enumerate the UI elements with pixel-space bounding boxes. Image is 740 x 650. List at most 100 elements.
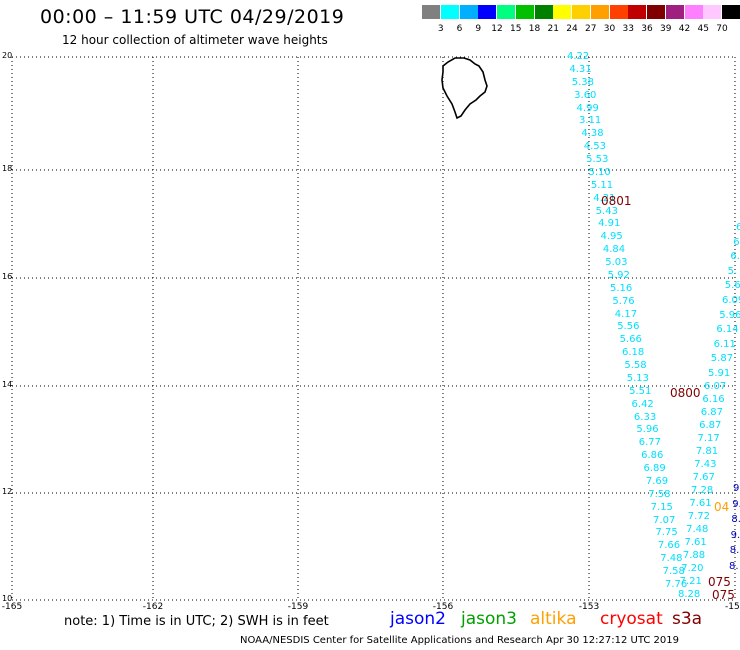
pass-time-marker: 075 [708, 575, 731, 589]
lat-label: 20 [2, 51, 13, 60]
big-island-coastline [441, 57, 488, 120]
legend-swatch [422, 5, 440, 19]
chart-subtitle: 12 hour collection of altimeter wave hei… [62, 33, 328, 47]
legend-tick-label: 6 [456, 24, 463, 34]
wave-height-value: 6. [730, 251, 740, 263]
wave-height-value: 7.17 [697, 433, 720, 444]
legend-swatch [647, 5, 665, 19]
legend-tick-label: 33 [622, 24, 634, 34]
wave-height-value: 7.61 [689, 498, 712, 509]
wave-height-value: 5.87 [710, 353, 734, 365]
pass-time-marker: 075 [712, 588, 735, 602]
wave-height-value: 5.6 [724, 280, 740, 292]
legend-tick-label: 9 [475, 24, 482, 34]
lon-label: -156 [432, 602, 454, 612]
lon-label: -153 [578, 602, 600, 612]
wave-height-value: 6.33 [633, 411, 657, 423]
wave-height-value: 4.84 [602, 244, 626, 256]
legend-swatch [722, 5, 740, 19]
wave-height-value: 7.69 [645, 475, 669, 487]
legend-swatch [590, 5, 609, 19]
legend-swatch [665, 5, 684, 19]
lon-label: -150 [725, 602, 740, 612]
wave-height-value: 5.13 [626, 372, 650, 384]
wave-height-value: 6.11 [713, 338, 736, 350]
legend-tick-label: 3 [437, 24, 444, 34]
legend-swatch [703, 5, 722, 19]
legend-tick-label: 30 [603, 24, 616, 34]
wave-height-value: 5.53 [586, 154, 609, 166]
wave-height-value: 6.87 [700, 407, 724, 418]
wave-height-value: 4.53 [583, 141, 606, 153]
wave-height-value: 5.11 [590, 179, 614, 191]
wave-height-value: 7.48 [686, 524, 709, 535]
legend-tick-label: 12 [491, 24, 503, 34]
wave-height-value: 9 [733, 483, 740, 494]
wave-height-value: 7.58 [662, 566, 685, 578]
legend-tick-label: 15 [510, 24, 522, 34]
wave-height-value: 9. [732, 498, 740, 510]
lat-lon-grid [11, 56, 736, 601]
wave-height-value: 4.17 [614, 308, 638, 320]
pass-time-marker: 04 [714, 500, 730, 514]
legend-swatch [440, 5, 459, 19]
wave-height-value: 6.77 [638, 437, 661, 449]
wave-height-value: 5.51 [629, 385, 652, 397]
wave-height-value: 7.75 [655, 527, 678, 539]
wave-height-value: 7.07 [653, 514, 676, 526]
wave-height-value: 6.16 [702, 394, 725, 405]
lat-label: 12 [2, 487, 13, 496]
wave-height-value: 6. [736, 222, 740, 233]
wave-height-value: 7.81 [695, 446, 719, 457]
wave-height-value: 5.58 [624, 360, 647, 372]
wave-height-value: 7.67 [692, 472, 715, 483]
lon-label: -159 [287, 602, 309, 612]
wave-height-value: 4.22 [567, 51, 590, 62]
chart-title: 00:00 – 11:59 UTC 04/29/2019 [40, 6, 345, 28]
legend-swatch [684, 5, 703, 19]
legend-swatch [478, 5, 497, 19]
wave-height-value: 8. [729, 545, 740, 557]
legend-swatch [609, 5, 628, 19]
lat-label: 16 [2, 272, 13, 281]
lat-label: 14 [2, 380, 13, 389]
wave-height-value: 6.14 [716, 324, 739, 336]
wave-height-value: 8. [729, 561, 739, 572]
wave-height-value: 5.91 [708, 368, 731, 379]
satellite-label: s3a [672, 609, 703, 629]
wave-height-value: 5.03 [605, 257, 628, 269]
wave-height-value: 9. [730, 529, 740, 541]
legend-tick-label: 39 [660, 24, 672, 34]
legend-swatch [497, 5, 515, 19]
wave-height-value: 5.38 [571, 76, 595, 88]
legend-swatch [572, 5, 590, 19]
wave-height-value: 5.43 [595, 205, 618, 217]
satellite-label: jason3 [461, 609, 517, 629]
legend-tick-label: 42 [678, 24, 691, 34]
wave-height-value: 6.07 [704, 381, 727, 392]
legend-tick-label: 27 [585, 24, 597, 34]
wave-height-value: 7.20 [681, 563, 704, 574]
wave-height-value: 7.76 [665, 579, 688, 590]
wave-height-value: 7.15 [650, 501, 673, 513]
wave-height-value: 4.38 [581, 128, 604, 140]
legend-swatch [459, 5, 478, 19]
wave-height-value: 4.21 [593, 192, 616, 204]
wave-height-value: 7.48 [660, 553, 683, 565]
wave-height-value: 7.21 [679, 576, 702, 587]
legend-swatch [515, 5, 534, 19]
lon-label: -165 [1, 602, 23, 612]
wave-height-value: 4.99 [576, 102, 599, 114]
wave-height-value: 5.56 [617, 321, 640, 333]
satellite-label: cryosat [600, 609, 663, 629]
legend-swatch [553, 5, 572, 19]
wave-height-value: 6.86 [641, 450, 664, 462]
pass-time-marker: 0801 [601, 194, 632, 208]
wave-height-value: 3.60 [574, 89, 597, 101]
wave-height-value: 6.87 [699, 420, 722, 431]
wave-height-value: 6.42 [631, 398, 654, 410]
wave-height-value: 7.58 [648, 488, 671, 500]
wave-height-value: 6.18 [621, 347, 645, 359]
